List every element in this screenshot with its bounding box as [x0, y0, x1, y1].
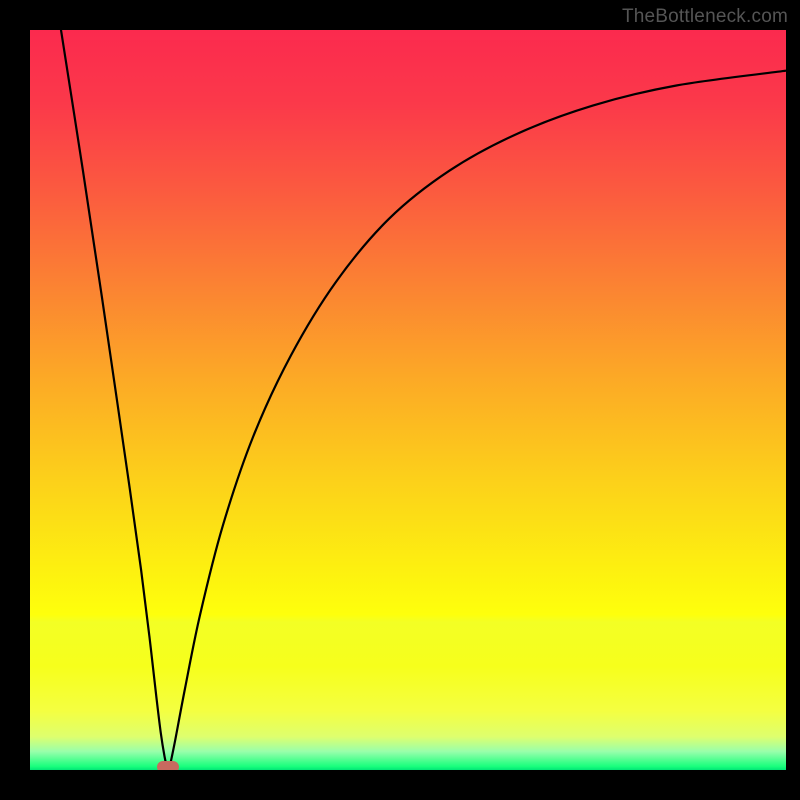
watermark-text: TheBottleneck.com: [622, 6, 788, 28]
chart-plot-area: [30, 30, 786, 770]
minimum-marker: [157, 761, 179, 770]
chart-svg: [30, 30, 786, 770]
chart-background-gradient: [30, 30, 786, 770]
